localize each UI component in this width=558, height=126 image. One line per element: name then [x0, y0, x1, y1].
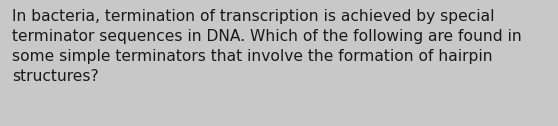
Text: In bacteria, termination of transcription is achieved by special
terminator sequ: In bacteria, termination of transcriptio…: [12, 9, 522, 84]
